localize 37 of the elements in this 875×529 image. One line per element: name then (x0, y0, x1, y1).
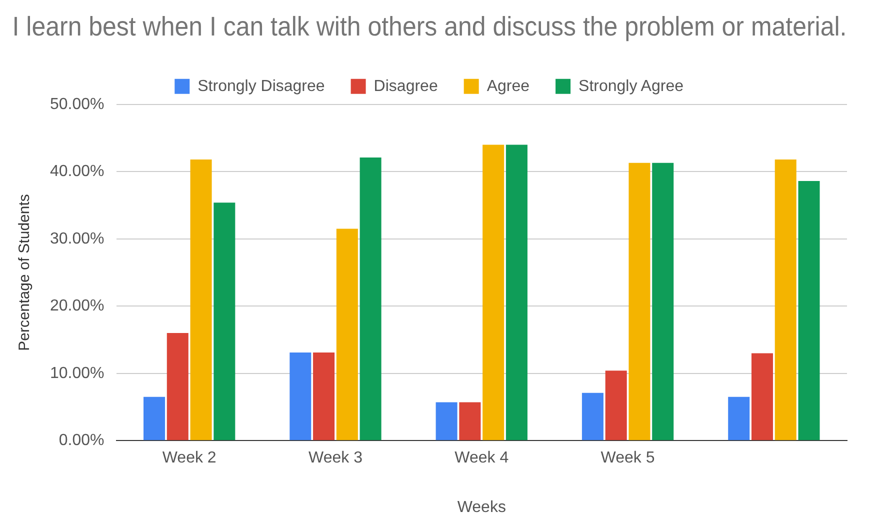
bar (459, 402, 481, 440)
bar (336, 228, 358, 440)
bar (582, 392, 604, 440)
bar (728, 396, 750, 440)
legend-label: Agree (486, 78, 530, 95)
y-tick-label: 30.00% (50, 230, 104, 248)
y-tick-label: 50.00% (50, 96, 104, 113)
legend-label: Strongly Disagree (198, 78, 325, 95)
x-tick-label: Week 3 (308, 450, 363, 467)
legend-label: Strongly Agree (578, 78, 684, 95)
bar (166, 333, 188, 440)
y-tick-label: 0.00% (58, 432, 104, 450)
bar (628, 162, 650, 440)
y-axis-title: Percentage of Students (16, 194, 34, 351)
bar (751, 353, 773, 440)
bar (506, 144, 528, 440)
bar (436, 402, 458, 440)
bar (190, 160, 212, 440)
x-tick-label: Week 5 (600, 450, 655, 467)
x-axis-title: Weeks (457, 498, 506, 516)
bar (144, 396, 166, 440)
bar (605, 370, 627, 440)
bar (482, 144, 504, 440)
y-tick-label: 20.00% (50, 298, 104, 315)
bar (214, 202, 236, 440)
bar (290, 352, 312, 440)
chart-title: I learn best when I can talk with others and discuss the problem or material. (12, 10, 847, 42)
y-tick-label: 10.00% (50, 364, 104, 382)
y-tick-label: 40.00% (50, 163, 104, 180)
bar (652, 162, 674, 440)
x-tick-label: Week 4 (454, 450, 509, 467)
bar (774, 160, 796, 440)
x-tick-label: Week 2 (162, 450, 216, 467)
legend-label: Disagree (374, 78, 438, 95)
bar (798, 181, 820, 440)
bar (313, 352, 335, 440)
bar (360, 158, 382, 440)
